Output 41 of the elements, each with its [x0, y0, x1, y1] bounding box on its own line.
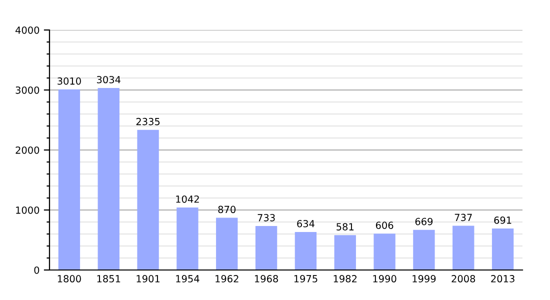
bar [176, 207, 198, 270]
data-label: 737 [454, 214, 472, 222]
data-label: 1042 [176, 195, 199, 203]
data-label: 691 [494, 216, 512, 224]
y-tick-label: 2000 [16, 146, 40, 154]
y-tick-label: 3000 [16, 86, 40, 94]
x-tick-label: 1982 [334, 275, 357, 282]
bar [334, 235, 356, 270]
data-label: 581 [336, 223, 354, 230]
x-tick-label: 1851 [97, 275, 120, 282]
x-tick-label: 1990 [373, 275, 396, 282]
y-tick-label: 1000 [16, 206, 40, 214]
x-tick-label: 1999 [412, 275, 436, 282]
x-tick-label: 2008 [452, 275, 476, 282]
x-tick-label: 1975 [294, 275, 318, 282]
x-tick-label: 1901 [136, 275, 160, 282]
data-label: 3010 [58, 77, 81, 85]
y-tick-label: 4000 [16, 26, 40, 34]
x-tick-label: 2013 [491, 275, 514, 282]
bar [294, 232, 317, 270]
data-label: 669 [415, 218, 433, 226]
data-label: 606 [376, 222, 394, 229]
data-label: 3034 [96, 76, 120, 84]
data-label: 634 [297, 220, 314, 228]
bar [216, 218, 238, 270]
x-tick-label: 1968 [254, 275, 278, 282]
bar [413, 230, 435, 270]
bar [452, 226, 474, 270]
data-label: 733 [258, 214, 275, 222]
bar [58, 89, 80, 270]
bar [492, 228, 514, 270]
x-tick-label: 1800 [58, 275, 81, 282]
data-label: 2335 [136, 118, 160, 126]
bar [374, 234, 396, 270]
bar [98, 88, 120, 270]
bar [137, 130, 159, 270]
y-tick-label: 0 [34, 266, 40, 274]
data-label: 870 [218, 206, 236, 214]
bar [255, 226, 278, 270]
x-tick-label: 1962 [216, 275, 238, 282]
x-tick-label: 1954 [176, 275, 200, 282]
